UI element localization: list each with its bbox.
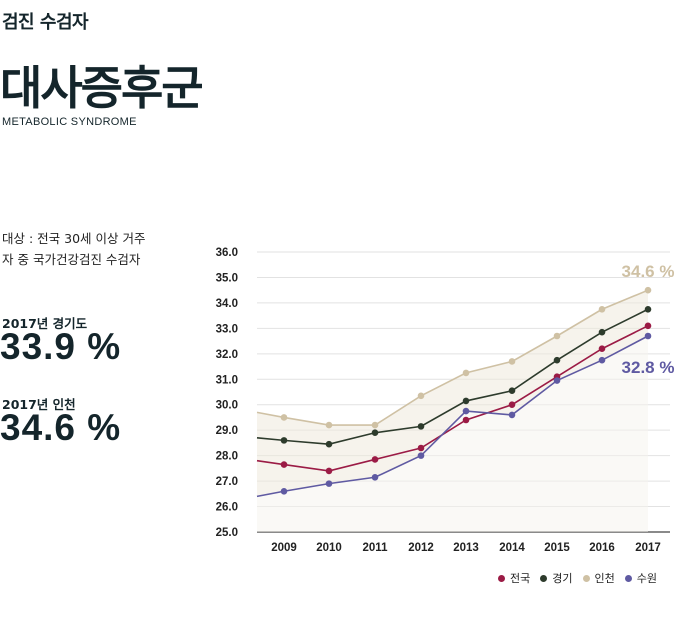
y-tick-label: 31.0 [216,374,238,386]
data-point-경기 [598,328,606,336]
data-point-전국 [508,401,516,409]
data-point-전국 [371,456,379,463]
y-tick-label: 34.0 [216,298,238,310]
range-band [257,290,648,497]
data-point-수원 [598,356,606,364]
data-point-경기 [462,397,470,405]
value-annotation: 34.6 % [622,262,675,281]
legend-item: 전국 [498,570,530,586]
data-point-인천 [644,286,652,294]
x-tick-label: 2013 [453,542,479,554]
data-point-전국 [280,461,288,468]
data-point-경기 [417,423,425,430]
data-point-수원 [325,480,333,487]
data-point-경기 [553,356,561,364]
stat-value-incheon: 34.6 % [0,407,122,448]
y-tick-label: 30.0 [216,400,238,412]
x-tick-label: 2014 [499,542,525,554]
x-tick-label: 2016 [589,542,615,554]
legend-dot [624,574,632,582]
data-point-수원 [644,332,652,340]
chart-legend: 전국 경기 인천 수원 [498,570,667,586]
y-tick-label: 25.0 [216,527,238,539]
series-line-수원 [256,335,649,498]
data-point-수원 [508,411,516,419]
x-tick-label: 2017 [635,542,661,554]
area-under-series [257,336,648,532]
data-point-경기 [325,440,333,448]
y-tick-label: 28.0 [216,451,238,463]
data-point-경기 [644,305,652,313]
data-point-인천 [371,421,379,429]
stat-value-gyeonggi: 33.9 % [0,326,122,367]
y-tick-label: 35.0 [216,272,238,284]
data-point-수원 [553,377,561,384]
legend-item: 인천 [582,570,615,586]
data-point-수원 [280,487,288,495]
x-tick-label: 2012 [408,542,434,554]
y-tick-label: 36.0 [216,247,238,259]
series-line-경기 [256,308,649,445]
y-tick-label: 32.0 [216,349,238,361]
data-point-인천 [462,369,470,377]
page-title: 대사증후군 [0,61,204,115]
data-point-인천 [417,392,425,400]
data-point-수원 [417,452,425,459]
data-point-전국 [462,416,470,424]
data-point-인천 [280,414,288,421]
y-tick-label: 33.0 [216,323,238,335]
data-point-전국 [644,322,652,330]
stat-label-incheon: 2017년 인천 [2,397,76,412]
data-point-경기 [280,437,288,444]
value-annotation: 32.8 % [622,358,675,377]
data-point-인천 [508,358,516,365]
data-point-인천 [325,421,333,429]
data-point-전국 [325,467,333,475]
legend-label: 수원 [636,572,657,585]
data-point-수원 [371,473,379,481]
legend-label: 인천 [594,572,615,585]
legend-label: 경기 [552,572,573,585]
data-point-경기 [371,429,379,437]
x-tick-label: 2010 [316,542,342,554]
data-point-전국 [598,345,606,353]
data-point-인천 [598,305,606,313]
legend-label: 전국 [510,572,531,585]
data-point-수원 [462,407,470,415]
data-point-경기 [508,387,516,395]
series-line-인천 [256,289,649,426]
legend-dot [540,574,548,582]
page-title-english: METABOLIC SYNDROME [2,116,137,128]
x-tick-label: 2011 [363,542,389,554]
stat-label-gyeonggi: 2017년 경기도 [2,316,88,331]
page-subtitle: 검진 수검자 [2,12,89,33]
y-tick-label: 29.0 [216,425,238,437]
x-tick-label: 2015 [544,542,570,554]
x-tick-label: 2009 [271,542,297,554]
target-population-note: 대상 : 전국 30세 이상 거주자 중 국가건강검진 수검자 [2,231,146,267]
legend-dot [498,574,505,582]
y-tick-label: 27.0 [216,476,238,488]
data-point-전국 [417,444,425,452]
legend-item: 수원 [624,570,657,586]
legend-dot [582,574,590,582]
legend-item: 경기 [540,570,573,586]
y-tick-label: 26.0 [216,502,238,514]
data-point-인천 [553,332,561,340]
